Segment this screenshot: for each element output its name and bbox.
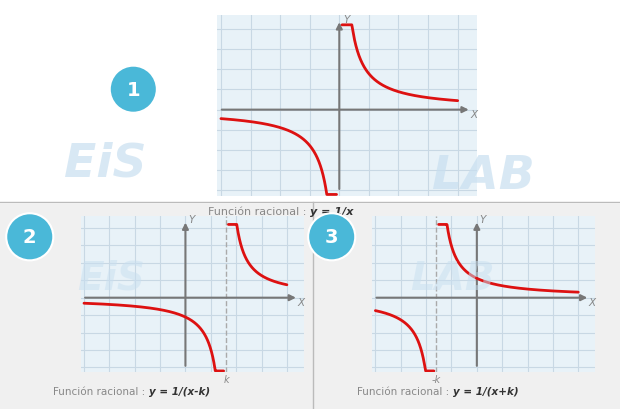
Text: X: X: [471, 110, 478, 120]
Text: k: k: [223, 375, 229, 384]
Text: Y: Y: [343, 15, 350, 25]
Text: X: X: [298, 297, 304, 307]
Text: Función racional :: Función racional :: [357, 387, 453, 396]
Text: Función racional :: Función racional :: [208, 207, 310, 216]
Text: Y: Y: [480, 215, 486, 225]
Text: EiS: EiS: [78, 259, 146, 297]
Text: LAB: LAB: [432, 153, 535, 198]
Text: y = 1/(x+k): y = 1/(x+k): [453, 387, 518, 396]
Text: 2: 2: [23, 228, 37, 247]
Text: X: X: [589, 297, 596, 307]
Text: 3: 3: [325, 228, 339, 247]
Text: y = 1/(x-k): y = 1/(x-k): [149, 387, 210, 396]
Text: y = 1/x: y = 1/x: [310, 207, 353, 216]
Text: LAB: LAB: [410, 259, 495, 297]
Text: EiS: EiS: [64, 141, 147, 186]
Text: 1: 1: [126, 81, 140, 99]
Text: Función racional :: Función racional :: [53, 387, 149, 396]
Text: -k: -k: [432, 375, 441, 384]
Text: Y: Y: [188, 215, 195, 225]
